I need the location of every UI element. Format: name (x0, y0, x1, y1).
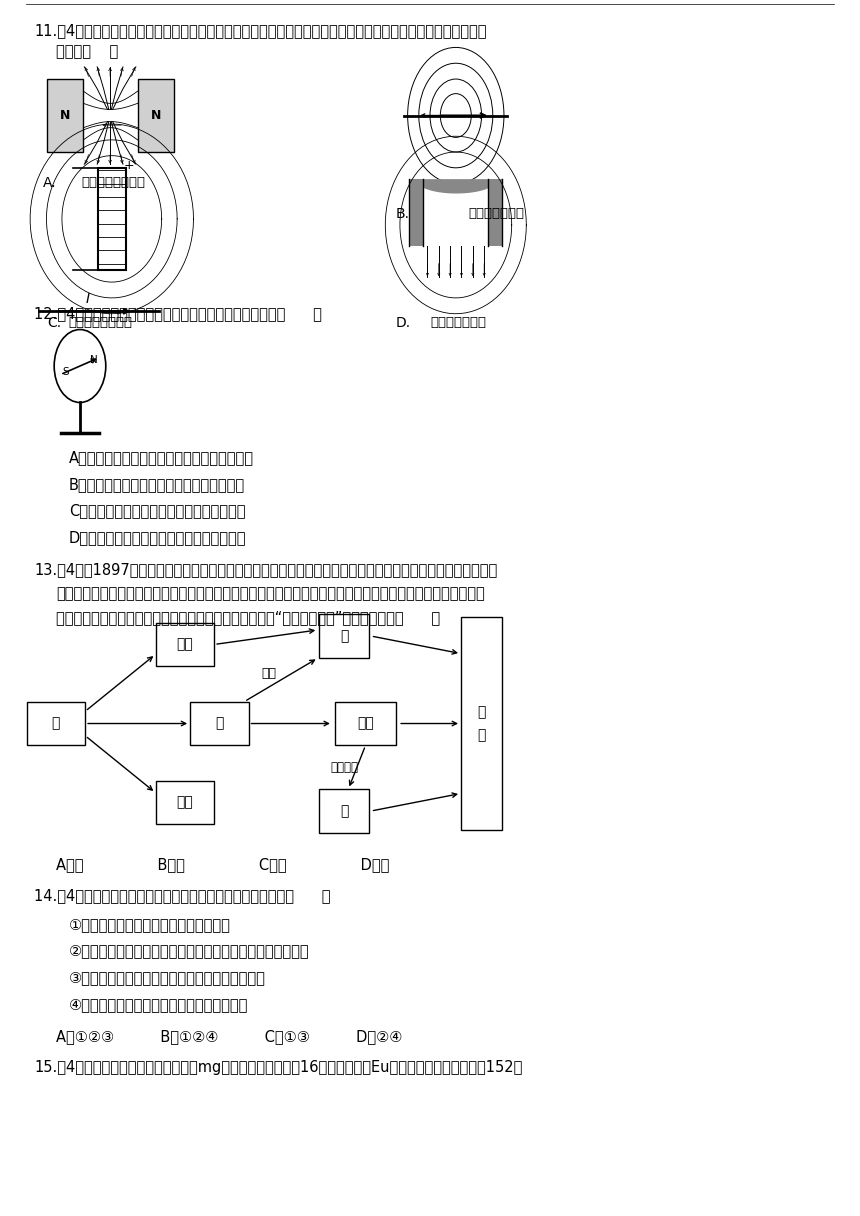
Bar (138, 79, 174, 152)
Text: ①氧气易溶于水，使得鱼能在水中生存；: ①氧气易溶于水，使得鱼能在水中生存； (69, 917, 230, 931)
Text: N: N (90, 355, 98, 365)
Text: 直线电流的磁场: 直线电流的磁场 (469, 207, 525, 220)
Text: S: S (63, 367, 70, 377)
Text: D．通电导线周围的磁场方向与电流方向无关: D．通电导线周围的磁场方向与电流方向无关 (69, 530, 246, 545)
Bar (488, 179, 502, 246)
Bar (156, 781, 214, 824)
Bar (335, 702, 396, 745)
Text: 物
质: 物 质 (477, 705, 486, 742)
Bar (190, 702, 249, 745)
Bar (27, 702, 85, 745)
Text: 蹄形磁体的磁场: 蹄形磁体的磁场 (430, 316, 486, 330)
Text: A.: A. (43, 176, 57, 191)
Text: 符的是（    ）: 符的是（ ） (56, 44, 118, 58)
Text: D.: D. (396, 316, 411, 331)
Bar (319, 789, 369, 833)
Text: 丁: 丁 (340, 804, 348, 818)
Text: ②氮气的化学性质不活泼，可用作粮食和食品仓库的保护气；: ②氮气的化学性质不活泼，可用作粮食和食品仓库的保护气； (69, 944, 310, 958)
Bar (461, 618, 502, 831)
Bar (156, 623, 214, 666)
Text: 构成: 构成 (261, 668, 276, 680)
Text: 原子: 原子 (357, 716, 374, 731)
Text: 11.（4分）爱因斯坦曾说，在一个现代的物理学家看来，磁场和他坐的椅子一样实在。如图所示的磁场与实际不相: 11.（4分）爱因斯坦曾说，在一个现代的物理学家看来，磁场和他坐的椅子一样实在。… (34, 23, 487, 38)
Text: 有带正电的物质。在此基础上，经过卢瑟福、玻尔等科学家的不断完善和修正，建立了现代原子结构模型。如图: 有带正电的物质。在此基础上，经过卢瑟福、玻尔等科学家的不断完善和修正，建立了现代… (56, 586, 485, 601)
Text: B.: B. (396, 207, 409, 221)
Text: A．通电导线周围磁场方向由小磁针的指向决定: A．通电导线周围磁场方向由小磁针的指向决定 (69, 450, 254, 465)
Text: 质子: 质子 (176, 637, 194, 652)
Text: 是小柯整理的物质微观构成网络图，则汤姆生当年推测的“带正电的物质”相当于图中的（      ）: 是小柯整理的物质微观构成网络图，则汤姆生当年推测的“带正电的物质”相当于图中的（… (56, 610, 440, 625)
Text: A．甲                B．乙                C．丙                D．丁: A．甲 B．乙 C．丙 D．丁 (56, 857, 390, 872)
Text: 同名磁极间的磁场: 同名磁极间的磁场 (82, 176, 145, 190)
Text: C．移去小磁针后的通电导线周围不存位磁场: C．移去小磁针后的通电导线周围不存位磁场 (69, 503, 245, 518)
Text: 得失电子: 得失电子 (330, 761, 358, 773)
Text: 15.（4分）已知某氧原子的实际质量为mg，其相对原子质量为16。有一种钓（Eu）原子的相对原子质量为152，: 15.（4分）已知某氧原子的实际质量为mg，其相对原子质量为16。有一种钓（Eu… (34, 1060, 523, 1075)
Text: ④由于稀有气体有惰性，所以常用作保护气。: ④由于稀有气体有惰性，所以常用作保护气。 (69, 997, 249, 1012)
Text: 13.（4分）1897年，英国科学家汤姆生发现了原子内有带负电的电子，而原子是电中性的，由此推测，原子内还: 13.（4分）1897年，英国科学家汤姆生发现了原子内有带负电的电子，而原子是电… (34, 562, 498, 576)
Text: 通电螺线管的磁场: 通电螺线管的磁场 (69, 316, 132, 330)
Bar (47, 79, 83, 152)
Text: +: + (124, 159, 134, 171)
Text: 电子: 电子 (176, 795, 194, 810)
Text: 甲: 甲 (52, 716, 60, 731)
Text: C.: C. (47, 316, 61, 331)
Text: A．①②③          B．①②④          C．①③          D．②④: A．①②③ B．①②④ C．①③ D．②④ (56, 1029, 402, 1043)
Bar (98, 168, 126, 270)
Text: 14.（4分）下列有关物质的性质及相关用途的叙述，正确的是（      ）: 14.（4分）下列有关物质的性质及相关用途的叙述，正确的是（ ） (34, 888, 331, 902)
Text: 乙: 乙 (215, 716, 224, 731)
Text: N: N (60, 109, 71, 122)
Text: 12.（4分）如图是奥斯特实验的示意图，有关分析正确的是（      ）: 12.（4分）如图是奥斯特实验的示意图，有关分析正确的是（ ） (34, 306, 322, 321)
Bar (409, 179, 423, 246)
Text: B．发生偏转的小磁针对通电导线有力的作用: B．发生偏转的小磁针对通电导线有力的作用 (69, 477, 245, 491)
Text: ③氧气能支持燃烧，所以可用作火箭的高能燃料；: ③氧气能支持燃烧，所以可用作火箭的高能燃料； (69, 970, 266, 985)
Text: 丙: 丙 (340, 629, 348, 643)
Text: N: N (150, 109, 161, 122)
Bar (319, 614, 369, 658)
Text: I: I (86, 292, 90, 306)
